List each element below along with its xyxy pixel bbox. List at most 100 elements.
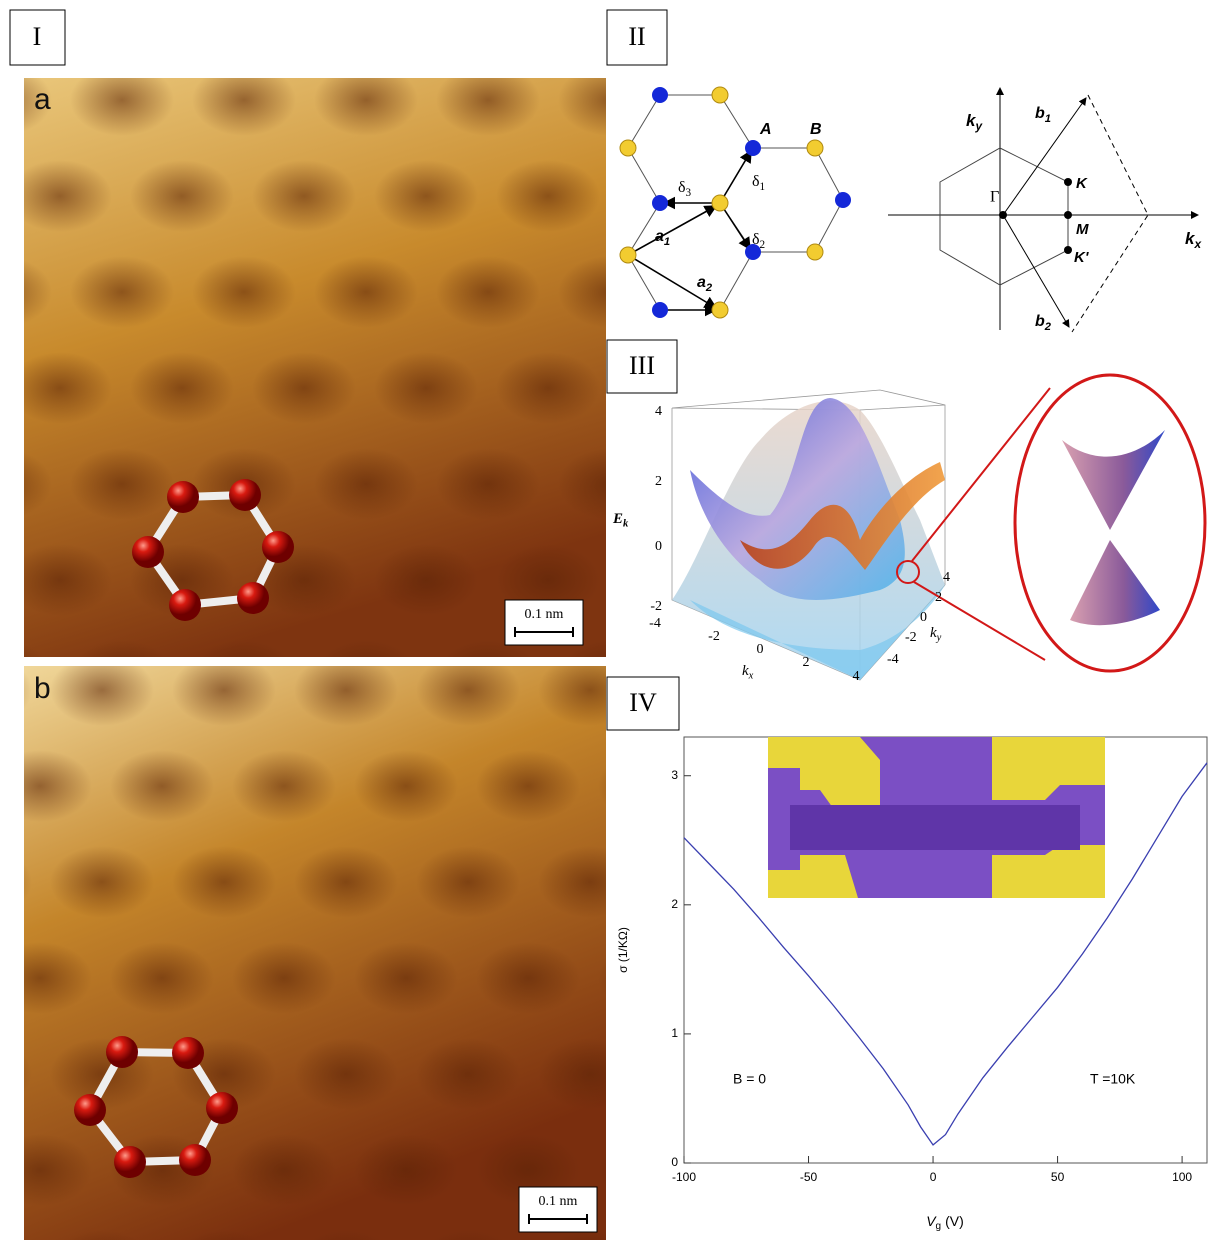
vector-label-main: δ xyxy=(678,179,686,196)
stm-spot xyxy=(110,750,214,822)
stm-spot xyxy=(110,942,214,1014)
y-tick-label: 2 xyxy=(935,590,942,605)
point-label: K' xyxy=(1074,249,1089,266)
atom-ball xyxy=(106,1036,138,1068)
reciprocal-lines xyxy=(888,88,1198,332)
stm-spot xyxy=(8,352,112,424)
vector-label: b2 xyxy=(1035,313,1052,333)
stm-spot xyxy=(70,64,174,136)
x-tick-label: 50 xyxy=(1051,1170,1065,1184)
vector-label-main: b xyxy=(1035,105,1045,122)
axis-label: kx xyxy=(742,663,754,681)
stm-spot xyxy=(50,654,154,726)
k-points xyxy=(999,178,1072,254)
image-letter: a xyxy=(34,83,51,116)
vector-label-sub: 1 xyxy=(760,180,766,192)
vector-label-main: a xyxy=(655,228,664,245)
atom-ball xyxy=(229,479,261,511)
scale-label: 0.1 nm xyxy=(525,607,564,622)
axis-label-sub: k xyxy=(623,519,629,530)
vector-label: b1 xyxy=(1035,105,1051,125)
stm-spot xyxy=(476,942,580,1014)
z-tick-label: -2 xyxy=(650,599,662,614)
x-axis-label-unit: (V) xyxy=(945,1213,964,1229)
stm-spot xyxy=(436,64,540,136)
atom-b xyxy=(620,247,636,263)
point-label: K xyxy=(1076,175,1088,192)
vector-label: δ1 xyxy=(752,173,765,193)
stm-spot xyxy=(354,942,458,1014)
stm-spot xyxy=(8,544,112,616)
y-tick-label: -4 xyxy=(887,652,899,667)
atom-a xyxy=(745,140,761,156)
stm-spot xyxy=(130,160,234,232)
annotation: B = 0 xyxy=(733,1071,766,1087)
atom-ball xyxy=(74,1094,106,1126)
stm-spot xyxy=(416,846,520,918)
vector-label-main: a xyxy=(697,274,706,291)
stm-spot xyxy=(436,256,540,328)
vector-label-sub: 2 xyxy=(1044,321,1052,333)
vector-label: a1 xyxy=(655,228,670,248)
y-tick-label: 1 xyxy=(671,1026,678,1040)
vector-label: a2 xyxy=(697,274,713,294)
stm-spot xyxy=(558,448,662,520)
y-tick-label: 0 xyxy=(920,610,927,625)
point xyxy=(1064,211,1072,219)
vector-label-main: δ xyxy=(752,231,760,248)
panel-label: II xyxy=(628,22,645,51)
x-tick-label: 4 xyxy=(853,669,860,684)
atom-ball xyxy=(206,1092,238,1124)
atom-ball xyxy=(237,582,269,614)
stm-spot xyxy=(354,750,458,822)
scale-label: 0.1 nm xyxy=(539,1194,578,1209)
atom-ball xyxy=(262,531,294,563)
y-tick-label: 4 xyxy=(943,570,950,585)
atom-a xyxy=(652,302,668,318)
atom-b xyxy=(712,302,728,318)
atom-a xyxy=(652,87,668,103)
atom-ball xyxy=(172,1037,204,1069)
sublattice-label: B xyxy=(810,121,822,138)
y-tick-label: 3 xyxy=(671,768,678,782)
x-tick-label: -4 xyxy=(649,616,661,631)
x-axis-label: Vg(V) xyxy=(926,1213,964,1232)
stm-spot xyxy=(70,256,174,328)
point-label: Γ xyxy=(990,189,999,206)
z-tick-label: 4 xyxy=(655,404,662,419)
stm-spot xyxy=(374,160,478,232)
stm-spot xyxy=(538,846,642,918)
axis-label: ky xyxy=(930,625,942,643)
x-tick-label: 2 xyxy=(803,655,810,670)
x-tick-label: 0 xyxy=(930,1170,937,1184)
x-tick-label: 0 xyxy=(757,642,764,657)
atom-b xyxy=(807,244,823,260)
stm-spot xyxy=(416,1038,520,1110)
graphene-bar xyxy=(790,805,1080,850)
atom-a xyxy=(835,192,851,208)
stm-spot xyxy=(354,1134,458,1206)
atom-ball xyxy=(169,589,201,621)
atom-a xyxy=(652,195,668,211)
y-axis-label: σ (1/KΩ) xyxy=(616,927,630,973)
stm-spot xyxy=(192,64,296,136)
vector-label-sub: 3 xyxy=(686,186,692,198)
panel-label: III xyxy=(629,351,655,380)
x-tick-label: -100 xyxy=(672,1170,696,1184)
y-tick-label: 0 xyxy=(671,1155,678,1169)
point xyxy=(999,211,1007,219)
stm-spot xyxy=(252,160,356,232)
z-tick-label: 0 xyxy=(655,539,662,554)
axis-label: ky xyxy=(966,111,983,133)
stm-spot xyxy=(192,256,296,328)
atom-ball xyxy=(167,481,199,513)
arrow xyxy=(720,151,751,203)
vector-label-main: b xyxy=(1035,313,1045,330)
stm-spot xyxy=(538,654,642,726)
panel-label: I xyxy=(33,22,42,51)
device-inset xyxy=(768,737,1105,898)
y-tick-label: -2 xyxy=(905,630,917,645)
panel-label: IV xyxy=(629,688,657,717)
axis-label-sub: x xyxy=(1193,237,1202,251)
stm-spot xyxy=(314,448,418,520)
